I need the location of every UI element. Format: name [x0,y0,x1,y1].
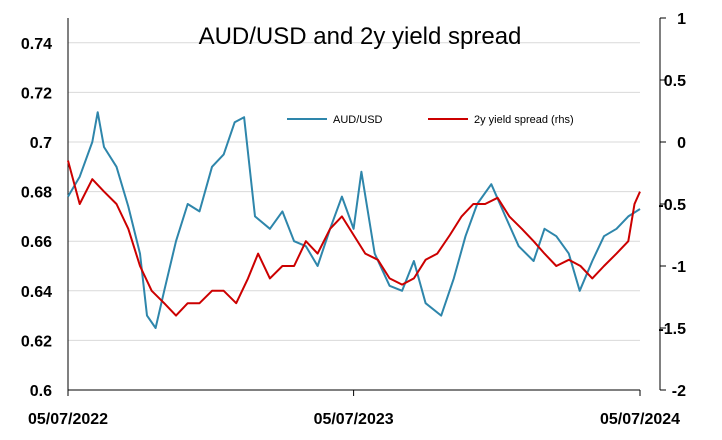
y-left-tick-label-1: 0.62 [21,333,52,350]
x-tick-label-2: 05/07/2024 [600,411,680,428]
y-right-tick-label-6: 1 [677,11,686,28]
y-left-tick-label-0: 0.6 [30,383,52,400]
series-layer [67,111,641,329]
x-tick-label-0: 05/07/2022 [28,411,108,428]
legend: AUD/USD 2y yield spread (rhs) [287,114,574,126]
y-left-tick-label-5: 0.7 [30,135,52,152]
y-right-tick-label-5: 0.5 [664,73,686,90]
y-left-tick-label-6: 0.72 [21,85,52,102]
legend-label-aud-usd: AUD/USD [333,114,383,126]
y-right-tick-label-3: -0.5 [658,197,686,214]
legend-label-yield-spread: 2y yield spread (rhs) [474,114,574,126]
series-line-aud-usd [67,111,641,329]
x-tick-label-1: 05/07/2023 [314,411,394,428]
y-left-tick-label-4: 0.68 [21,185,52,202]
series-line-yield-spread [67,160,641,317]
y-right-tick-label-2: -1 [672,259,686,276]
axis-layer: 0.6 0.62 0.64 0.66 0.68 0.7 0.72 0.74 -2 -1.5 -1 -0… [21,11,686,428]
chart-title: AUD/USD and 2y yield spread [199,23,522,50]
y-right-tick-label-1: -1.5 [658,321,686,338]
y-right-tick-label-4: 0 [677,135,686,152]
y-right-tick-label-0: -2 [672,383,686,400]
y-left-tick-label-3: 0.66 [21,234,52,251]
y-left-tick-label-7: 0.74 [21,36,52,53]
y-left-tick-label-2: 0.64 [21,284,52,301]
